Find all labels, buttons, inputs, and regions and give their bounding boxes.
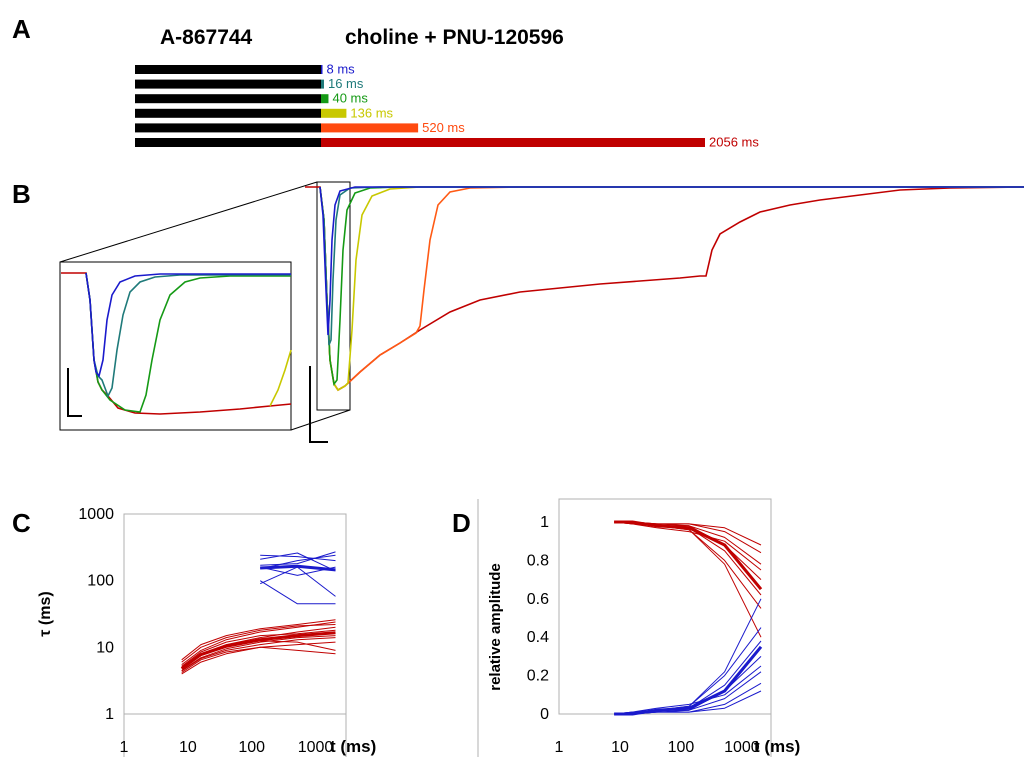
inset-traces (61, 272, 292, 415)
pulse-label-0: 8 ms (327, 62, 356, 77)
inset-box (59, 261, 292, 431)
trace-520ms (319, 186, 1024, 392)
agonist-bar-4 (135, 123, 321, 133)
series-line-11 (260, 554, 336, 562)
d-axis-ticks: 1 10 100 1000 0 0.2 0.4 0.6 0.8 1 (527, 514, 760, 756)
series-line-18 (260, 564, 336, 572)
series-line-15 (259, 580, 336, 605)
y-tick-label: 1000 (78, 506, 114, 523)
series-line-17 (614, 645, 763, 716)
series-line-3 (181, 621, 336, 666)
main-scale-bar (309, 366, 328, 443)
series-line-8 (181, 637, 336, 672)
agonist-bar-5 (135, 138, 321, 147)
series-line-5 (181, 646, 336, 673)
pulse-bar-4 (321, 123, 419, 133)
pulse-label-5: 2056 ms (709, 135, 759, 150)
trace-2056ms (305, 186, 1024, 392)
series-line-2 (614, 521, 762, 580)
y-tick-label: 100 (87, 573, 114, 590)
x-tick-label: 1 (120, 739, 129, 756)
series-line-1 (181, 635, 336, 671)
series-line-10 (180, 631, 336, 670)
series-line-0 (181, 641, 336, 675)
trace-40ms (319, 186, 1024, 386)
pulse-bar-5 (321, 138, 705, 147)
plot-area-d (558, 498, 772, 715)
panel-label-d: D (452, 508, 471, 538)
series-line-7 (181, 629, 336, 667)
pulse-label-4: 520 ms (422, 120, 465, 135)
agonist-bar-0 (135, 65, 321, 74)
pulse-bar-3 (321, 108, 347, 118)
x-tick-label: 10 (179, 739, 197, 756)
y-tick-label: 0.8 (527, 552, 549, 569)
c-xlabel: t (ms) (330, 737, 376, 756)
series-line-11 (614, 656, 762, 715)
x-tick-label: 1 (555, 739, 564, 756)
series-line-7 (614, 521, 762, 571)
c-series (180, 551, 336, 675)
inset-trace-136ms (269, 349, 292, 407)
series-line-12 (260, 552, 336, 572)
trace-16ms (319, 186, 1024, 346)
x-tick-label: 1000 (298, 739, 334, 756)
series-line-13 (260, 551, 336, 566)
panel-label-c: C (12, 508, 31, 538)
series-line-4 (181, 619, 336, 661)
pulse-bar-1 (321, 79, 324, 89)
c-axis-ticks: 1 10 100 1000 1 10 100 1000 (78, 506, 333, 756)
series-line-16 (259, 566, 336, 597)
zoom-connector-bottom (290, 409, 351, 431)
y-tick-label: 0.6 (527, 591, 549, 608)
pulse-label-3: 136 ms (350, 105, 393, 120)
panel-d: 1 10 100 1000 0 0.2 0.4 0.6 0.8 1 relative amplit… (477, 498, 800, 757)
main-traces (305, 186, 1024, 392)
pulse-label-2: 40 ms (332, 91, 368, 106)
panel-label-a: A (12, 14, 31, 44)
pulse-bar-0 (321, 65, 323, 74)
zoom-window (316, 181, 351, 411)
c-ylabel: τ (ms) (37, 591, 54, 636)
pulse-bar-2 (321, 94, 329, 104)
agonist-bar-2 (135, 94, 321, 104)
panel-label-b: B (12, 179, 31, 209)
series-line-8 (614, 520, 763, 591)
panel-b (59, 181, 1024, 443)
y-tick-label: 1 (540, 514, 549, 531)
pulse-label-1: 16 ms (328, 76, 364, 91)
x-tick-label: 100 (238, 739, 265, 756)
zoom-connector-top (59, 181, 318, 263)
agonist-bar-1 (135, 79, 321, 89)
panel-c: 1 10 100 1000 1 10 100 1000 τ (ms) t (ms) (37, 506, 376, 757)
x-tick-label: 100 (668, 739, 695, 756)
y-tick-label: 0.4 (527, 629, 549, 646)
y-tick-label: 1 (105, 706, 114, 723)
d-xlabel: t (ms) (754, 737, 800, 756)
series-line-16 (614, 665, 762, 715)
inset-scale-bar (67, 368, 82, 417)
x-tick-label: 1000 (724, 739, 760, 756)
trace-136ms (319, 186, 1024, 392)
solution-label: choline + PNU-120596 (345, 26, 564, 49)
trace-8ms (319, 186, 1024, 336)
plot-area-c (123, 513, 347, 715)
d-series (614, 520, 763, 716)
agonist-label: A-867744 (160, 26, 253, 49)
d-ylabel: relative amplitude (487, 563, 504, 691)
y-tick-label: 0.2 (527, 668, 549, 685)
series-line-9 (181, 624, 336, 663)
y-tick-label: 10 (96, 639, 114, 656)
inset-trace-8ms (85, 272, 291, 378)
agonist-bar-3 (135, 108, 321, 118)
y-tick-label: 0 (540, 706, 549, 723)
x-tick-label: 10 (611, 739, 629, 756)
